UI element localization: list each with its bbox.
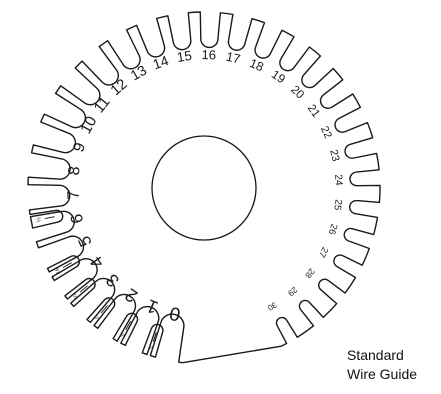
gauge-number-3: 3	[102, 270, 123, 291]
gauge-number-13: 13	[128, 63, 150, 85]
gauge-number-22: 22	[318, 124, 334, 140]
half-size-tick	[62, 262, 72, 268]
gauge-number-21: 21	[305, 103, 322, 120]
half-size-label: ½	[71, 292, 80, 300]
gauge-number-5: 5	[74, 233, 96, 250]
gauge-number-8: 8	[65, 165, 84, 176]
gauge-number-25: 25	[331, 199, 343, 212]
caption-line-1: Standard	[347, 347, 404, 363]
gauge-number-24: 24	[332, 174, 344, 186]
half-size-label: ½	[93, 313, 101, 322]
half-size-slots: ½ ½ ½ ½ ½ ½	[35, 216, 157, 352]
half-size-tick	[152, 332, 157, 342]
gauge-number-29: 29	[286, 285, 300, 299]
half-size-tick	[79, 285, 88, 293]
gauge-number-0: 0	[168, 302, 183, 325]
gauge-number-17: 17	[225, 49, 242, 67]
gauge-number-16: 16	[201, 47, 216, 63]
gauge-number-27: 27	[317, 246, 331, 260]
gauge-number-12: 12	[108, 76, 131, 99]
gauge-number-11: 11	[91, 93, 114, 116]
half-size-label: ½	[35, 217, 43, 223]
gauge-number-26: 26	[326, 222, 340, 235]
half-size-label: ½	[148, 343, 155, 351]
half-size-tick	[44, 216, 55, 220]
half-size-tick	[125, 320, 132, 331]
gauge-number-6: 6	[67, 212, 88, 226]
center-hole	[151, 135, 257, 241]
gauge-number-14: 14	[151, 52, 171, 72]
gauge-number-2: 2	[121, 284, 141, 307]
caption: Standard Wire Guide	[347, 346, 417, 384]
gauge-number-23: 23	[327, 148, 342, 162]
gauge-number-15: 15	[176, 48, 193, 65]
gauge-number-18: 18	[247, 56, 265, 74]
caption-line-2: Wire Guide	[347, 366, 418, 382]
half-size-label: ½	[53, 267, 62, 275]
gauge-number-28: 28	[303, 267, 317, 281]
half-size-tick	[100, 305, 108, 314]
gauge-number-10: 10	[77, 114, 100, 137]
gauge-number-4: 4	[86, 252, 108, 272]
gauge-number-7: 7	[64, 190, 82, 200]
gauge-disc-outline	[27, 11, 381, 364]
gauge-number-30: 30	[266, 300, 279, 313]
half-size-label: ½	[119, 331, 127, 340]
gauge-number-9: 9	[70, 141, 89, 155]
